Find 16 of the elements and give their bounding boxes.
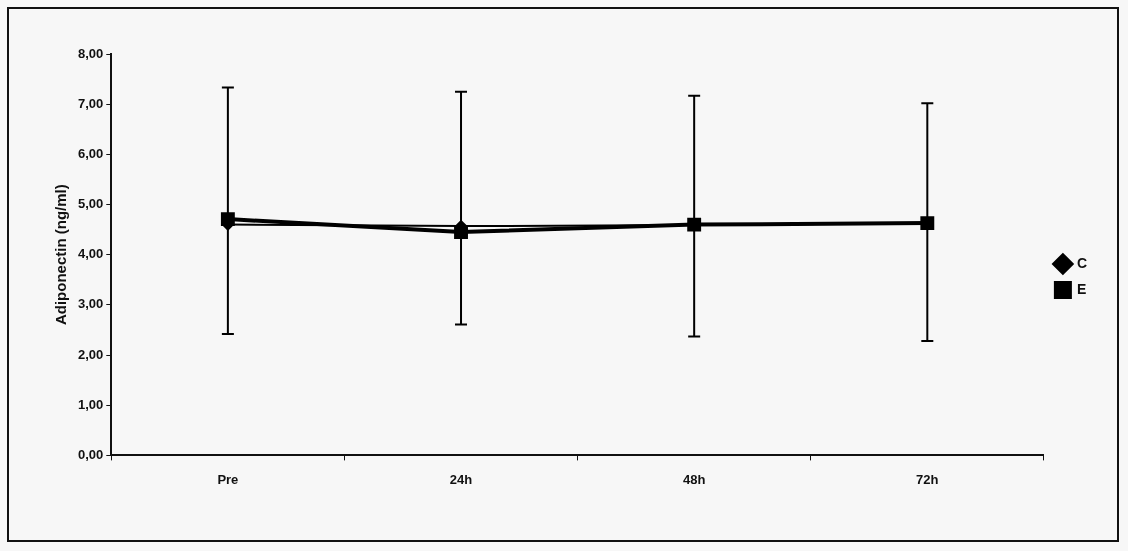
legend-label: C: [1076, 254, 1088, 271]
y-tick-label: 5,00: [77, 196, 104, 212]
x-tick-label: 24h: [449, 471, 473, 487]
y-tick-label: 4,00: [77, 246, 104, 262]
y-tick-label: 7,00: [77, 95, 104, 111]
x-tick-label: Pre: [217, 471, 239, 487]
y-tick-label: 0,00: [77, 446, 104, 462]
x-tick-label: 48h: [682, 471, 706, 487]
y-tick-label: 8,00: [77, 45, 104, 61]
y-tick-label: 6,00: [77, 145, 104, 161]
y-tick-label: 1,00: [77, 396, 104, 412]
x-tick-label: 72h: [916, 471, 939, 487]
y-tick-label: 2,00: [77, 346, 104, 362]
y-tick-label: 3,00: [77, 296, 104, 312]
y-axis-title: Adiponectin (ng/ml): [52, 184, 70, 326]
legend-label: E: [1076, 280, 1087, 297]
